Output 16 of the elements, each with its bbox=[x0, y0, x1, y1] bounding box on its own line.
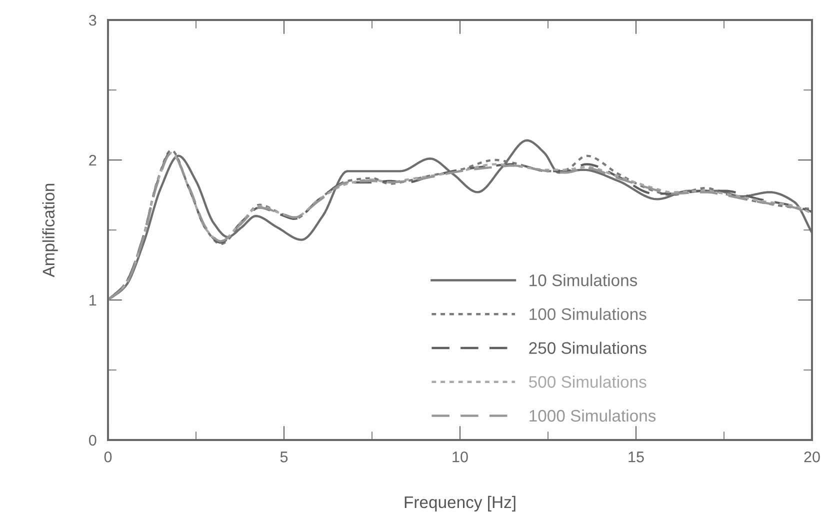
y-tick-label: 0 bbox=[88, 434, 96, 446]
text: 1000 Simulations bbox=[530, 409, 656, 422]
text: 10 Simulations bbox=[530, 274, 638, 286]
y-axis-title: Amplification bbox=[42, 184, 58, 278]
text: 500 Simulations bbox=[529, 376, 646, 388]
x-tick-label: 5 bbox=[280, 452, 288, 462]
text: 100 Simulations bbox=[530, 308, 646, 320]
text: 250 Simulations bbox=[529, 342, 646, 354]
y-tick-label: 3 bbox=[88, 14, 96, 26]
y-tick-label: 1 bbox=[90, 295, 96, 306]
y-tick-label: 2 bbox=[89, 154, 96, 166]
x-tick-label: 10 bbox=[452, 452, 468, 462]
x-tick-label: 20 bbox=[804, 452, 820, 462]
x-axis-title: Frequency [Hz] bbox=[404, 496, 516, 512]
x-tick-label: 15 bbox=[628, 452, 644, 462]
x-tick-label: 0 bbox=[104, 452, 112, 462]
